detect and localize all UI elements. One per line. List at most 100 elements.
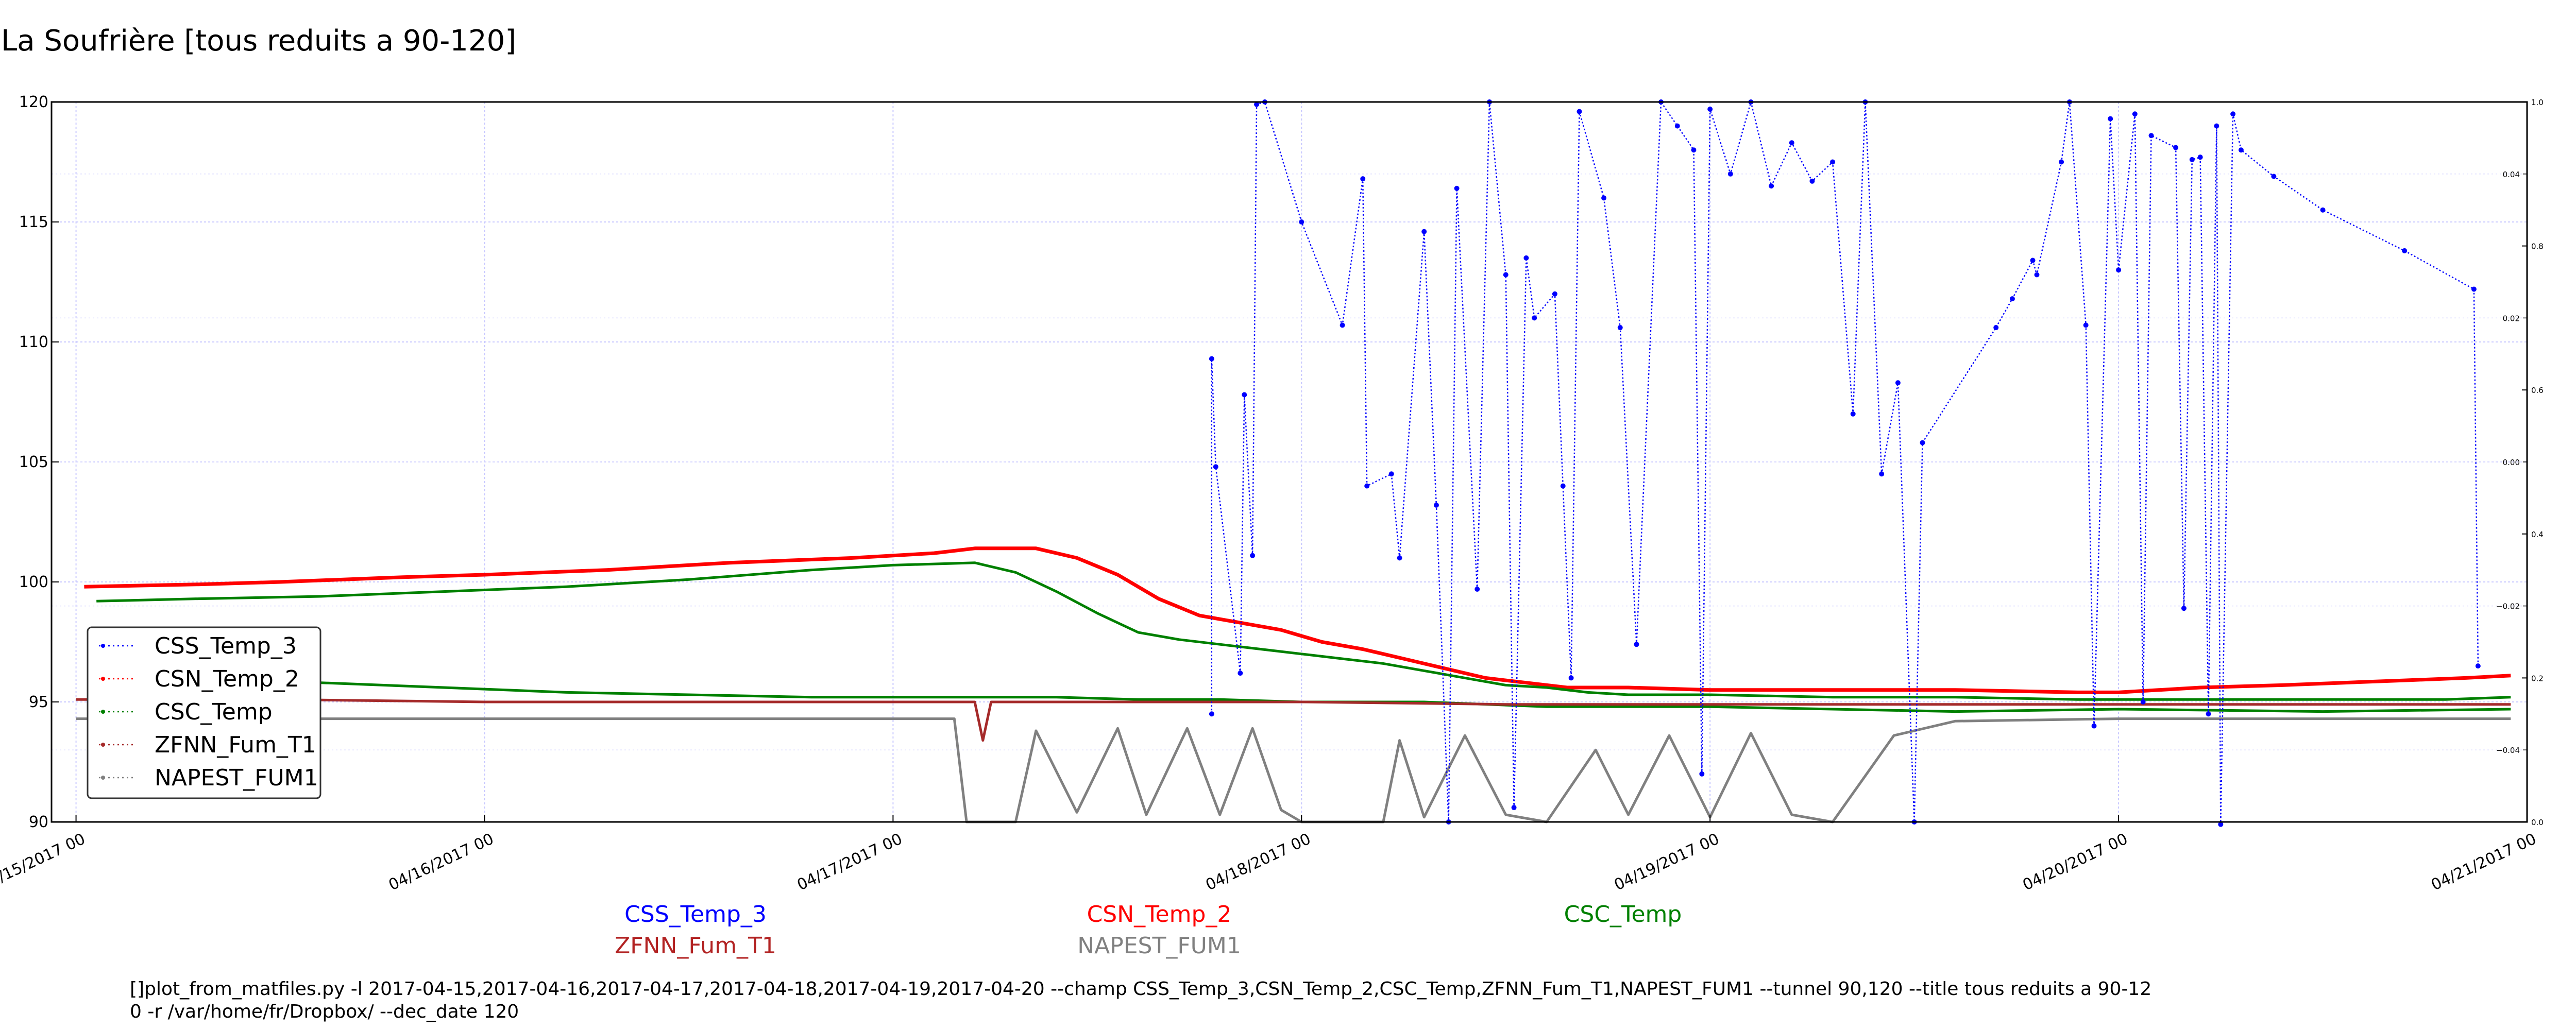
point-css-temp-3-8 (1299, 219, 1304, 225)
command-line-0: []plot_from_matfiles.py -l 2017-04-15,20… (130, 978, 2151, 1000)
point-css-temp-3-6 (1254, 101, 1260, 107)
point-css-temp-3-29 (1617, 325, 1623, 331)
right-tick-label-1: 0.2 (2531, 674, 2544, 683)
point-css-temp-3-25 (1560, 483, 1566, 489)
point-css-temp-3-2 (1213, 464, 1218, 470)
right-tick-label-2: 0.4 (2531, 530, 2544, 539)
y-tick-label-4: 110 (19, 333, 48, 351)
series-css-temp-3 (1211, 101, 2479, 825)
y-axis: 90 95 100 105 110 115 120 (19, 93, 59, 831)
right-axis: 0.0 0.2 0.4 0.6 0.8 1.0 −0.04 −0.02 0.00 0.02 0.04 (2496, 98, 2544, 827)
point-css-temp-3-56 (2108, 116, 2113, 122)
point-css-temp-3-48 (1993, 325, 1999, 331)
command-line: []plot_from_matfiles.py -l 2017-04-15,20… (130, 978, 2151, 1022)
point-css-temp-3-13 (1397, 555, 1402, 561)
bottom-label-2: CSN_Temp_2 (1087, 901, 1232, 928)
point-css-temp-3-69 (2238, 147, 2244, 153)
series-napest-fum1 (76, 717, 2511, 823)
point-css-temp-3-72 (2402, 248, 2408, 253)
bottom-labels: CSS_Temp_3 ZFNN_Fum_T1 CSN_Temp_2 NAPEST_FU… (615, 901, 1682, 959)
point-css-temp-3-36 (1727, 171, 1733, 177)
right-tick-label-4: 0.8 (2531, 242, 2544, 251)
bottom-label-0: CSS_Temp_3 (624, 901, 767, 928)
x-tick-label-0: 04/15/2017 00 (0, 830, 88, 895)
legend-box (87, 626, 321, 799)
y-tick-label-5: 115 (19, 213, 48, 231)
point-css-temp-3-60 (2148, 133, 2154, 139)
point-css-temp-3-4 (1242, 392, 1247, 398)
legend-label-2: CSC_Temp (155, 699, 273, 725)
right-tick-label-0: 0.0 (2531, 818, 2544, 827)
point-css-temp-3-55 (2091, 723, 2097, 729)
point-css-temp-3-15 (1433, 502, 1439, 508)
chart-title: La Soufrière [tous reduits a 90-120] (1, 24, 516, 58)
point-css-temp-3-47 (1920, 440, 1925, 445)
bottom-label-4: CSC_Temp (1564, 901, 1682, 928)
series-zfnn-fum-t1 (76, 698, 2511, 742)
series-csc-temp-upper (96, 561, 2511, 701)
y-tick-label-0: 90 (29, 813, 48, 831)
point-css-temp-3-24 (1552, 291, 1557, 297)
y-tick-label-3: 105 (19, 453, 48, 471)
y-tick-label-1: 95 (29, 693, 48, 711)
point-css-temp-3-42 (1850, 411, 1856, 417)
point-css-temp-3-20 (1503, 272, 1509, 278)
point-css-temp-3-10 (1360, 176, 1366, 182)
point-css-temp-3-12 (1388, 471, 1394, 477)
right-inner-tick-label-3: 0.02 (2503, 314, 2520, 323)
right-inner-tick-label-4: 0.04 (2503, 170, 2520, 179)
point-css-temp-3-3 (1238, 671, 1243, 676)
point-css-temp-3-68 (2230, 111, 2236, 117)
point-css-temp-3-74 (2475, 663, 2481, 669)
right-inner-tick-label-1: −0.02 (2496, 602, 2520, 611)
point-css-temp-3-45 (1895, 380, 1901, 386)
point-css-temp-3-26 (1568, 675, 1574, 681)
point-css-temp-3-71 (2320, 207, 2326, 213)
point-css-temp-3-28 (1601, 195, 1607, 201)
grid (52, 101, 2528, 822)
x-tick-label-6: 04/21/2017 00 (2429, 830, 2539, 895)
legend-marker-3 (101, 743, 105, 747)
legend-marker-2 (101, 710, 105, 714)
legend-marker-4 (101, 776, 105, 780)
point-css-temp-3-61 (2173, 145, 2179, 150)
y-tick-label-2: 100 (19, 573, 48, 591)
legend-label-1: CSN_Temp_2 (155, 666, 299, 692)
point-css-temp-3-35 (1707, 106, 1713, 112)
legend-marker-0 (101, 644, 105, 648)
right-inner-tick-label-2: 0.00 (2503, 458, 2520, 467)
point-css-temp-3-5 (1250, 553, 1256, 558)
point-css-temp-3-32 (1674, 123, 1680, 129)
right-tick-label-3: 0.6 (2531, 386, 2544, 395)
point-css-temp-3-40 (1809, 178, 1815, 184)
right-tick-label-5: 1.0 (2531, 98, 2544, 107)
point-css-temp-3-17 (1454, 185, 1460, 191)
legend-marker-1 (101, 677, 105, 681)
point-css-temp-3-34 (1699, 771, 1705, 777)
point-css-temp-3-57 (2116, 267, 2122, 273)
bottom-label-1: ZFNN_Fum_T1 (615, 933, 776, 959)
point-css-temp-3-50 (2030, 258, 2036, 263)
point-css-temp-3-38 (1769, 183, 1774, 189)
x-tick-label-2: 04/17/2017 00 (794, 830, 905, 895)
x-tick-label-3: 04/18/2017 00 (1203, 830, 1314, 895)
series-csc-temp-lower (96, 676, 2511, 713)
point-css-temp-3-23 (1532, 315, 1537, 321)
point-css-temp-3-33 (1691, 147, 1697, 153)
point-css-temp-3-27 (1577, 109, 1582, 114)
legend-label-3: ZFNN_Fum_T1 (155, 732, 316, 758)
bottom-label-3: NAPEST_FUM1 (1077, 933, 1241, 959)
point-css-temp-3-21 (1511, 805, 1517, 811)
point-css-temp-3-70 (2271, 174, 2277, 179)
point-css-temp-3-73 (2471, 286, 2477, 292)
legend-label-0: CSS_Temp_3 (155, 633, 297, 659)
point-css-temp-3-67 (2218, 821, 2224, 827)
point-css-temp-3-18 (1475, 586, 1480, 592)
x-axis: 04/15/2017 00 04/16/2017 00 04/17/2017 00 0… (0, 815, 2539, 894)
point-css-temp-3-14 (1421, 229, 1427, 234)
point-css-temp-3-51 (2034, 272, 2040, 278)
point-css-temp-3-30 (1634, 642, 1639, 647)
point-css-temp-3-64 (2197, 154, 2203, 160)
point-css-temp-3-44 (1879, 471, 1885, 477)
